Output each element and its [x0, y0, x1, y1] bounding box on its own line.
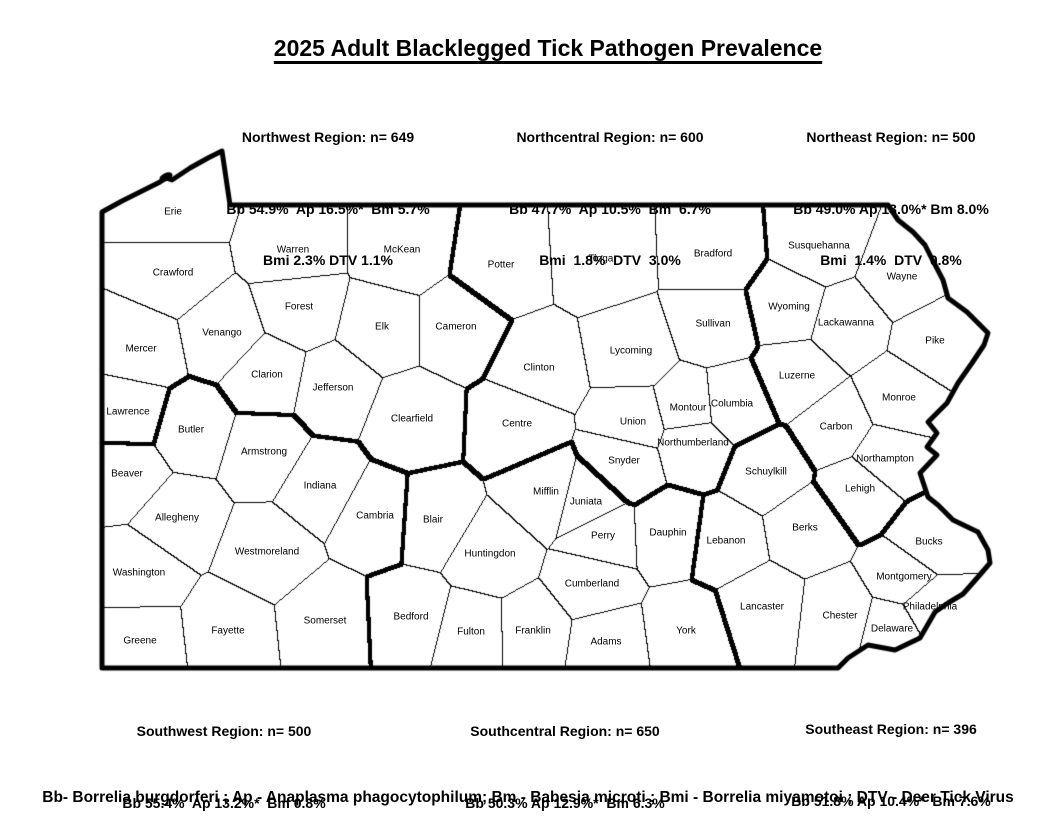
county-label-monroe: Monroe — [882, 392, 916, 404]
county-label-venango: Venango — [202, 327, 242, 339]
county-label-huntingdon: Huntingdon — [464, 548, 516, 560]
county-label-forest: Forest — [284, 301, 314, 313]
county-label-cameron: Cameron — [435, 321, 477, 333]
county-label-wayne: Wayne — [886, 271, 918, 283]
region-header-southwest: Southwest Region: n= 500 — [136, 723, 312, 739]
region-stats-line1-northcentral: Bb 47.7% Ap 10.5% Bm 6.7% — [509, 201, 711, 217]
county-label-snyder: Snyder — [608, 455, 640, 467]
county-label-dauphin: Dauphin — [649, 527, 687, 539]
county-label-columbia: Columbia — [710, 398, 754, 410]
region-header-northcentral: Northcentral Region: n= 600 — [516, 129, 704, 145]
county-label-bradford: Bradford — [693, 248, 733, 260]
county-label-berks: Berks — [792, 522, 818, 534]
county-label-montour: Montour — [669, 402, 707, 414]
region-stats-northeast: Northeast Region: n= 500 Bb 49.0% Ap 13.… — [793, 95, 989, 303]
county-label-erie: Erie — [164, 206, 182, 218]
county-label-fulton: Fulton — [457, 626, 485, 638]
county-label-delaware: Delaware — [870, 623, 914, 635]
region-stats-line1-southwest: Bb 55.4% Ap 13.2%* Bm 0.8% — [122, 795, 326, 811]
page-title: 2025 Adult Blacklegged Tick Pathogen Pre… — [273, 35, 823, 61]
county-label-washington: Washington — [112, 567, 166, 579]
county-label-chester: Chester — [822, 610, 858, 622]
county-label-westmoreland: Westmoreland — [234, 546, 300, 558]
county-label-bucks: Bucks — [915, 536, 943, 548]
county-label-fayette: Fayette — [211, 625, 245, 637]
county-label-union: Union — [619, 416, 647, 428]
region-stats-line2-northwest: Bmi 2.3% DTV 1.1% — [263, 252, 393, 268]
county-label-somerset: Somerset — [303, 615, 347, 627]
region-stats-northwest: Northwest Region: n= 649 Bb 54.9% Ap 16.… — [226, 95, 429, 303]
county-label-jefferson: Jefferson — [312, 382, 354, 394]
county-label-lycoming: Lycoming — [609, 345, 653, 357]
region-header-northwest: Northwest Region: n= 649 — [241, 129, 415, 145]
county-label-potter: Potter — [487, 259, 515, 271]
region-header-southcentral: Southcentral Region: n= 650 — [470, 723, 660, 739]
county-label-northumberland: Northumberland — [657, 437, 729, 449]
county-label-susquehanna: Susquehanna — [788, 240, 850, 252]
county-label-indiana: Indiana — [303, 480, 337, 492]
county-label-mifflin: Mifflin — [533, 486, 559, 498]
county-label-beaver: Beaver — [111, 468, 143, 480]
county-label-perry: Perry — [591, 530, 615, 542]
county-label-warren: Warren — [276, 244, 310, 256]
county-label-pike: Pike — [925, 335, 945, 347]
county-label-lawrence: Lawrence — [106, 406, 150, 418]
county-label-clinton: Clinton — [523, 362, 555, 374]
county-label-lebanon: Lebanon — [706, 535, 746, 547]
county-label-clearfield: Clearfield — [390, 413, 434, 425]
county-label-montgomery: Montgomery — [876, 571, 932, 583]
pathogen-abbreviation-legend: Bb- Borrelia burgdorferi ; Ap - Anaplasm… — [42, 789, 1014, 806]
county-label-greene: Greene — [123, 635, 157, 647]
county-label-wyoming: Wyoming — [768, 301, 810, 313]
region-stats-southcentral: Southcentral Region: n= 650 Bb 50.3% Ap … — [465, 689, 664, 816]
county-label-elk: Elk — [375, 321, 389, 333]
county-label-blair: Blair — [422, 514, 444, 526]
county-label-mckean: McKean — [383, 244, 421, 256]
region-header-northeast: Northeast Region: n= 500 — [806, 129, 976, 145]
region-stats-northcentral: Northcentral Region: n= 600 Bb 47.7% Ap … — [509, 95, 711, 303]
county-label-butler: Butler — [177, 424, 205, 436]
county-label-mercer: Mercer — [125, 343, 157, 355]
county-label-crawford: Crawford — [152, 267, 194, 279]
region-stats-line1-southeast: Bb 51.8% Ap 10.4%* Bm 7.6% — [791, 793, 991, 809]
county-label-carbon: Carbon — [819, 421, 853, 433]
region-stats-line2-northcentral: Bmi 1.8% DTV 3.0% — [539, 252, 681, 268]
county-label-franklin: Franklin — [515, 625, 551, 637]
county-label-york: York — [676, 625, 696, 637]
county-label-cambria: Cambria — [356, 510, 394, 522]
county-label-allegheny: Allegheny — [155, 512, 199, 524]
county-label-centre: Centre — [501, 418, 533, 430]
county-label-lancaster: Lancaster — [740, 601, 784, 613]
region-stats-southwest: Southwest Region: n= 500 Bb 55.4% Ap 13.… — [122, 689, 325, 816]
region-stats-line2-northeast: Bmi 1.4% DTV 0.8% — [820, 252, 962, 268]
region-stats-southeast: Southeast Region: n= 396 Bb 51.8% Ap 10.… — [791, 687, 990, 816]
region-stats-line1-southcentral: Bb 50.3% Ap 12.9%* Bm 6.3% — [465, 795, 665, 811]
county-label-clarion: Clarion — [251, 369, 283, 381]
county-label-sullivan: Sullivan — [695, 318, 731, 330]
county-label-bedford: Bedford — [393, 611, 429, 623]
region-header-southeast: Southeast Region: n= 396 — [805, 721, 977, 737]
county-label-adams: Adams — [590, 636, 622, 648]
county-label-northampton: Northampton — [856, 453, 914, 465]
region-stats-line1-northeast: Bb 49.0% Ap 13.0%* Bm 8.0% — [793, 201, 989, 217]
region-stats-line1-northwest: Bb 54.9% Ap 16.5%* Bm 5.7% — [226, 201, 430, 217]
county-label-tioga: Tioga — [588, 253, 614, 265]
county-label-juniata: Juniata — [569, 496, 603, 508]
county-label-lehigh: Lehigh — [844, 483, 876, 495]
county-label-cumberland: Cumberland — [564, 578, 620, 590]
county-label-schuylkill: Schuylkill — [745, 466, 787, 478]
county-label-lackawanna: Lackawanna — [817, 317, 875, 329]
county-label-philadelphia: Philadelphia — [902, 601, 958, 613]
county-label-luzerne: Luzerne — [778, 370, 816, 382]
county-label-armstrong: Armstrong — [240, 446, 288, 458]
